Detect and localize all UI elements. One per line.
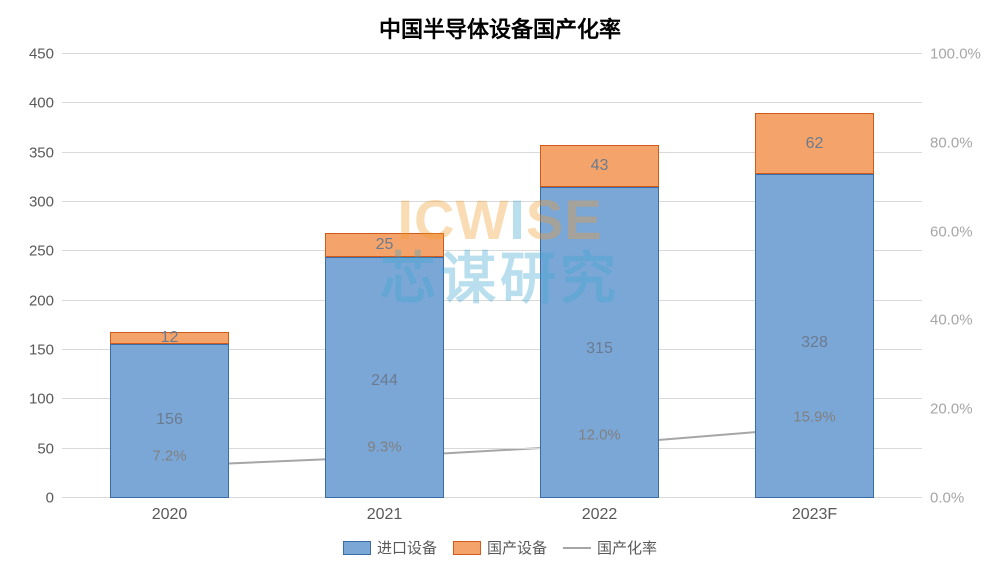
- x-tick-label: 2020: [152, 498, 188, 524]
- chart-container: 中国半导体设备国产化率 0501001502002503003504004500…: [0, 0, 1000, 568]
- y-left-tick-label: 250: [29, 243, 62, 260]
- y-right-tick-label: 40.0%: [922, 312, 973, 329]
- bar-label-domestic: 12: [161, 329, 179, 347]
- legend-item-rate: 国产化率: [563, 537, 657, 558]
- gridline: [62, 53, 922, 54]
- y-left-tick-label: 300: [29, 194, 62, 211]
- legend-swatch-imported: [343, 541, 371, 555]
- gridline: [62, 102, 922, 103]
- bar-label-imported: 156: [156, 411, 183, 429]
- y-left-tick-label: 0: [46, 490, 62, 507]
- x-tick-label: 2022: [582, 498, 618, 524]
- legend-item-imported: 进口设备: [343, 537, 437, 558]
- legend-item-domestic: 国产设备: [453, 537, 547, 558]
- line-point-label: 7.2%: [152, 447, 186, 464]
- y-left-tick-label: 200: [29, 292, 62, 309]
- y-right-tick-label: 20.0%: [922, 401, 973, 418]
- legend: 进口设备 国产设备 国产化率: [343, 537, 657, 558]
- y-left-tick-label: 450: [29, 46, 62, 63]
- y-right-tick-label: 80.0%: [922, 134, 973, 151]
- x-tick-label: 2023F: [792, 498, 837, 524]
- y-right-tick-label: 0.0%: [922, 490, 964, 507]
- y-right-tick-label: 100.0%: [922, 46, 981, 63]
- bar-label-imported: 315: [586, 340, 613, 358]
- y-left-tick-label: 350: [29, 144, 62, 161]
- y-left-tick-label: 150: [29, 342, 62, 359]
- legend-label-rate: 国产化率: [597, 537, 657, 558]
- line-point-label: 12.0%: [578, 426, 621, 443]
- y-left-tick-label: 50: [37, 440, 62, 457]
- plot-area: 0501001502002503003504004500.0%20.0%40.0…: [62, 54, 922, 498]
- bar-label-imported: 244: [371, 372, 398, 390]
- x-tick-label: 2021: [367, 498, 403, 524]
- line-point-label: 9.3%: [367, 438, 401, 455]
- y-left-tick-label: 400: [29, 95, 62, 112]
- y-right-tick-label: 60.0%: [922, 223, 973, 240]
- line-point-label: 15.9%: [793, 409, 836, 426]
- legend-swatch-domestic: [453, 541, 481, 555]
- bar-label-domestic: 62: [806, 135, 824, 153]
- legend-label-imported: 进口设备: [377, 537, 437, 558]
- bar-label-imported: 328: [801, 334, 828, 352]
- chart-title: 中国半导体设备国产化率: [0, 0, 1000, 52]
- legend-label-domestic: 国产设备: [487, 537, 547, 558]
- y-left-tick-label: 100: [29, 391, 62, 408]
- bar-label-domestic: 43: [591, 157, 609, 175]
- legend-line-rate: [563, 547, 591, 549]
- bar-label-domestic: 25: [376, 236, 394, 254]
